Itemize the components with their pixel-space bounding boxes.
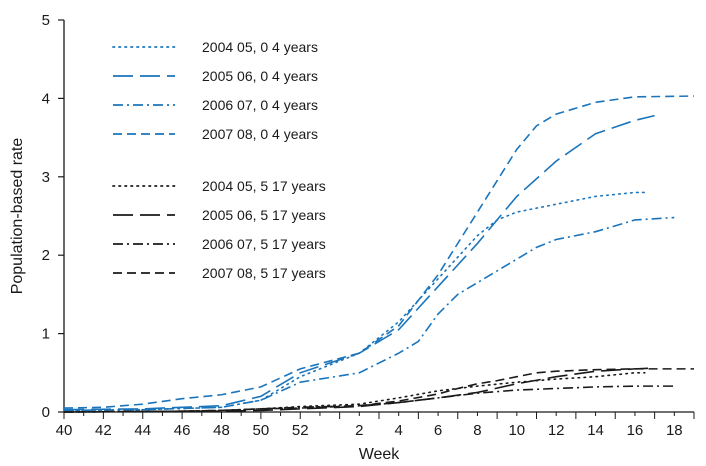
- x-tick-label: 14: [587, 422, 604, 439]
- y-axis-ticks: 0 1 2 3 4 5: [42, 12, 64, 421]
- legend-item: 2006 07, 0 4 years: [113, 97, 318, 113]
- y-tick-label: 1: [42, 326, 50, 343]
- legend-label: 2004 05, 5 17 years: [202, 178, 326, 194]
- legend: 2004 05, 0 4 years 2005 06, 0 4 years 2006…: [112, 39, 326, 281]
- legend-item: 2007 08, 5 17 years: [113, 265, 326, 281]
- y-tick-label: 3: [42, 169, 50, 186]
- y-tick-label: 2: [42, 247, 50, 264]
- legend-item: 2006 07, 5 17 years: [113, 236, 326, 252]
- y-tick-label: 4: [42, 90, 50, 107]
- legend-label: 2007 08, 0 4 years: [202, 126, 318, 142]
- x-tick-label: 42: [95, 422, 112, 439]
- legend-item: 2004 05, 5 17 years: [112, 178, 326, 194]
- x-tick-label: 52: [292, 422, 309, 439]
- legend-label: 2005 06, 0 4 years: [202, 68, 318, 84]
- legend-item: 2007 08, 0 4 years: [113, 126, 318, 142]
- y-tick-label: 5: [42, 12, 50, 29]
- x-axis-title: Week: [359, 446, 401, 463]
- x-tick-label: 12: [548, 422, 565, 439]
- x-tick-label: 46: [174, 422, 191, 439]
- x-tick-label: 6: [434, 422, 442, 439]
- x-tick-label: 48: [213, 422, 230, 439]
- series-line-1: [63, 191, 646, 412]
- x-tick-label: 50: [253, 422, 270, 439]
- x-tick-label: 4: [395, 422, 403, 439]
- x-tick-label: 2: [355, 422, 363, 439]
- series-lines: [63, 95, 695, 413]
- x-tick-label: 16: [627, 422, 644, 439]
- series-line-4: [63, 95, 695, 409]
- series-line-7: [63, 385, 675, 413]
- y-tick-label: 0: [42, 404, 50, 421]
- x-tick-label: 10: [508, 422, 525, 439]
- x-tick-label: 40: [56, 422, 73, 439]
- series-line-3: [63, 216, 675, 412]
- x-tick-label: 18: [666, 422, 683, 439]
- legend-item: 2005 06, 5 17 years: [113, 207, 326, 223]
- y-axis-title: Population-based rate: [9, 138, 26, 295]
- series-line-8: [63, 368, 694, 413]
- x-tick-label: 44: [134, 422, 151, 439]
- legend-item: 2004 05, 0 4 years: [112, 39, 318, 55]
- legend-label: 2004 05, 0 4 years: [202, 39, 318, 55]
- series-line-2: [63, 114, 655, 411]
- series-line-5: [63, 372, 646, 413]
- x-axis-ticks: 40 42 44 46 48 50 52 2 4 6 8 10 12 14 16 18: [56, 412, 695, 439]
- legend-label: 2007 08, 5 17 years: [202, 265, 326, 281]
- legend-label: 2006 07, 5 17 years: [202, 236, 326, 252]
- legend-item: 2005 06, 0 4 years: [113, 68, 318, 84]
- x-tick-label: 8: [473, 422, 481, 439]
- legend-label: 2006 07, 0 4 years: [202, 97, 318, 113]
- legend-label: 2005 06, 5 17 years: [202, 207, 326, 223]
